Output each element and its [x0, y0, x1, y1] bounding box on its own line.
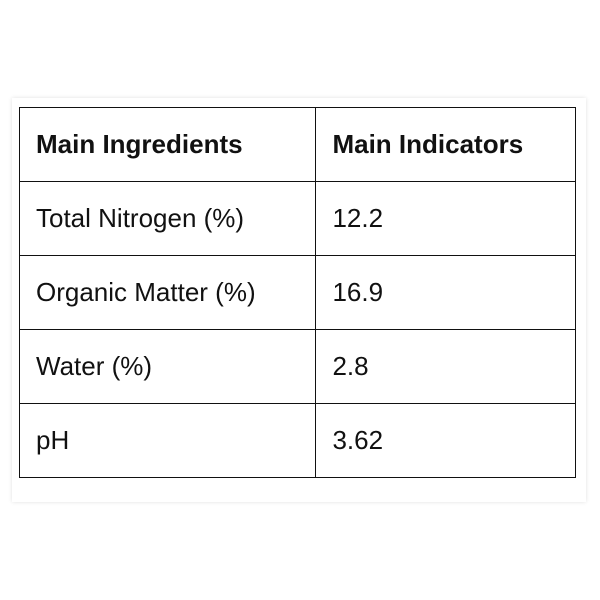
table-row: Organic Matter (%) 16.9 [18, 255, 576, 330]
table-cell: 16.9 [315, 255, 576, 330]
table-cell: 3.62 [315, 403, 576, 478]
table-cell: Water (%) [18, 329, 317, 404]
header-cell: Main Ingredients [18, 107, 317, 182]
table-row: Water (%) 2.8 [18, 329, 576, 404]
table-cell: Total Nitrogen (%) [18, 181, 317, 256]
table-cell: 12.2 [315, 181, 576, 256]
table-body: Total Nitrogen (%) 12.2 Organic Matter (%)… [18, 181, 576, 478]
table-cell: Organic Matter (%) [18, 255, 317, 330]
header-row: Main Ingredients Main Indicators [18, 107, 576, 182]
data-table: Main Ingredients Main Indicators Total Ni… [18, 107, 576, 478]
header-cell: Main Indicators [315, 107, 576, 182]
table-cell: pH [18, 403, 317, 478]
table-cell: 2.8 [315, 329, 576, 404]
table-row: pH 3.62 [18, 403, 576, 478]
table-row: Total Nitrogen (%) 12.2 [18, 181, 576, 256]
